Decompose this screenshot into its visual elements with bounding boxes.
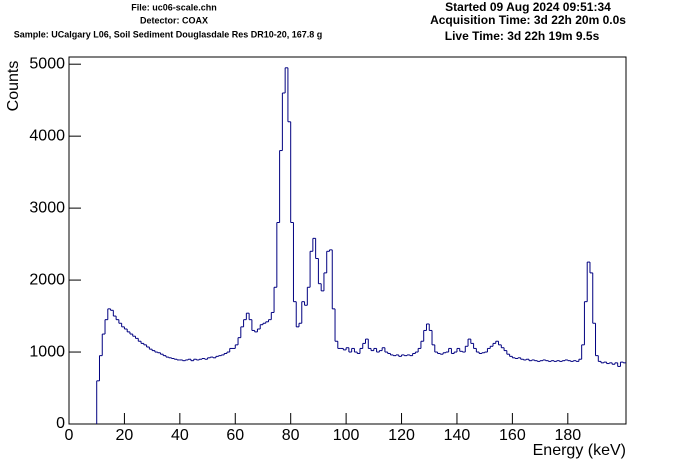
x-tick-label: 180 [554,427,581,444]
y-tick-label: 1000 [29,343,65,360]
started-label: Started 09 Aug 2024 09:51:34 [445,0,611,14]
x-tick-label: 120 [388,427,415,444]
file-label: File: uc06-scale.chn [131,2,217,12]
sample-label: Sample: UCalgary L06, Soil Sediment Doug… [14,29,323,39]
x-tick-label: 60 [226,427,244,444]
x-tick-label: 20 [116,427,134,444]
live-time-label: Live Time: 3d 22h 19m 9.5s [445,29,600,43]
x-tick-label: 0 [65,427,74,444]
y-axis-label: Counts [5,61,22,112]
x-tick-label: 160 [499,427,526,444]
y-tick-label: 3000 [29,199,65,216]
detector-label: Detector: COAX [140,15,208,25]
x-tick-label: 100 [333,427,360,444]
x-axis-label: Energy (keV) [533,442,626,459]
x-tick-label: 140 [444,427,471,444]
x-tick-label: 40 [171,427,189,444]
x-tick-label: 80 [282,427,300,444]
plot-frame [68,56,627,425]
y-tick-label: 4000 [29,127,65,144]
y-tick-label: 0 [56,415,65,432]
acquisition-label: Acquisition Time: 3d 22h 20m 0.0s [430,13,626,27]
y-tick-label: 2000 [29,271,65,288]
y-tick-label: 5000 [29,55,65,72]
